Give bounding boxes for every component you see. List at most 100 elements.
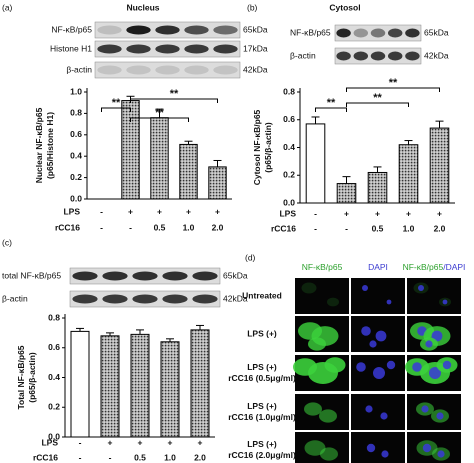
blot-kda: 65kDa <box>243 24 268 34</box>
y-axis-title-line: (p65/β-actin) <box>27 352 37 403</box>
y-tick-label: 0.2 <box>48 402 60 412</box>
blot-band <box>155 25 180 35</box>
micrograph <box>351 432 405 463</box>
nucleus-stain <box>373 367 385 379</box>
blot-kda: 42kDa <box>223 293 248 303</box>
nucleus-stain <box>436 412 444 420</box>
bar <box>100 335 120 438</box>
blot-band <box>155 65 180 75</box>
y-tick-label: 0.6 <box>283 114 295 124</box>
blot-kda: 42kDa <box>243 64 268 74</box>
blot-band <box>336 28 351 38</box>
y-tick-label: 0.2 <box>283 170 295 180</box>
x-row-value: - <box>314 208 317 218</box>
x-row-value: - <box>100 206 103 216</box>
bar <box>429 127 450 204</box>
x-row-value: + <box>198 437 203 447</box>
nucleus-stain <box>442 299 448 305</box>
significance-label: ** <box>327 97 336 109</box>
x-row-label: rCC16 <box>33 452 58 462</box>
x-row-value: 0.5 <box>154 222 166 232</box>
x-row-value: 0.5 <box>134 452 146 462</box>
panel-label: (b) <box>247 2 258 12</box>
blot-label: NF-κB/p65 <box>51 24 92 34</box>
significance-bracket <box>130 117 189 122</box>
bar <box>190 329 210 438</box>
nucleus-stain <box>442 360 452 370</box>
blot-band <box>405 28 420 38</box>
x-row-value: + <box>138 437 143 447</box>
blot-kda: 42kDa <box>424 50 449 60</box>
panel-title: Nucleus <box>126 2 159 12</box>
y-axis-title-line: Total NF-κB/p65 <box>16 345 26 409</box>
blot-label: total NF-κB/p65 <box>2 270 61 280</box>
x-row-value: 2.0 <box>434 223 446 233</box>
row-label-line: LPS (+) <box>247 401 277 411</box>
cell-stain <box>324 357 346 373</box>
x-row-label: rCC16 <box>55 222 80 232</box>
blot-band <box>72 271 98 281</box>
y-axis-title-line: (p65/β-actin) <box>263 122 273 173</box>
x-row-value: - <box>129 222 132 232</box>
x-row-value: 1.0 <box>183 222 195 232</box>
significance-label: ** <box>389 77 398 89</box>
nucleus-stain <box>421 405 429 413</box>
y-tick-label: 0.8 <box>70 108 82 118</box>
x-row-value: + <box>108 437 113 447</box>
nucleus-stain <box>386 299 392 305</box>
row-label-line: Untreated <box>242 291 282 301</box>
micrograph <box>351 394 405 430</box>
row-label-line: LPS (+) <box>247 362 277 372</box>
nucleus-stain <box>429 367 441 379</box>
row-label: LPS (+) rCC16 (1.0μg/ml) <box>228 401 296 422</box>
blot-band <box>184 44 209 54</box>
x-row-value: 1.0 <box>403 223 415 233</box>
blot-label: Histone H1 <box>50 43 92 53</box>
column-header-part: DAPI <box>368 262 388 272</box>
significance-bracket <box>346 87 440 92</box>
nucleus-stain <box>381 450 389 458</box>
nucleus-stain <box>380 412 388 420</box>
blot-band <box>353 51 369 61</box>
cell-stain <box>319 409 337 423</box>
nucleus-stain <box>437 450 445 458</box>
x-row-value: + <box>375 208 380 218</box>
blot-band <box>97 25 122 35</box>
bar <box>367 171 388 204</box>
cell-stain <box>320 447 338 461</box>
bar <box>336 183 357 204</box>
nucleus-stain <box>386 360 396 370</box>
x-row-label: rCC16 <box>271 223 296 233</box>
blot-band <box>353 28 369 38</box>
row-label: Untreated <box>242 291 282 301</box>
x-row-value: + <box>157 206 162 216</box>
nucleus-stain <box>425 340 433 348</box>
y-tick-label: 0.4 <box>70 150 82 160</box>
column-header-part: /DAPI <box>443 262 465 272</box>
blot-band <box>370 51 386 61</box>
x-row-value: 2.0 <box>212 222 224 232</box>
bar <box>150 117 169 200</box>
x-row-value: + <box>128 206 133 216</box>
blot-band <box>213 44 238 54</box>
row-label-line: rCC16 (1.0μg/ml) <box>228 412 296 422</box>
x-row-value: - <box>314 223 317 233</box>
significance-bracket <box>315 107 347 112</box>
micrograph <box>295 278 349 314</box>
bar <box>130 333 150 438</box>
blot-band <box>126 65 151 75</box>
blot-band <box>97 65 122 75</box>
row-label: LPS (+) <box>247 329 277 339</box>
x-row-value: 0.5 <box>372 223 384 233</box>
blot-band <box>132 271 158 281</box>
x-row-value: - <box>345 223 348 233</box>
x-row-value: + <box>344 208 349 218</box>
cell-stain <box>308 337 326 351</box>
x-row-value: - <box>79 437 82 447</box>
y-tick-label: 1.0 <box>70 86 82 96</box>
bar <box>121 100 140 200</box>
y-axis-title: Cytosol NF-κB/p65(p65/β-actin) <box>252 109 273 185</box>
x-row-label: LPS <box>279 208 296 218</box>
blot-band <box>336 51 351 61</box>
blot-band <box>97 44 122 54</box>
